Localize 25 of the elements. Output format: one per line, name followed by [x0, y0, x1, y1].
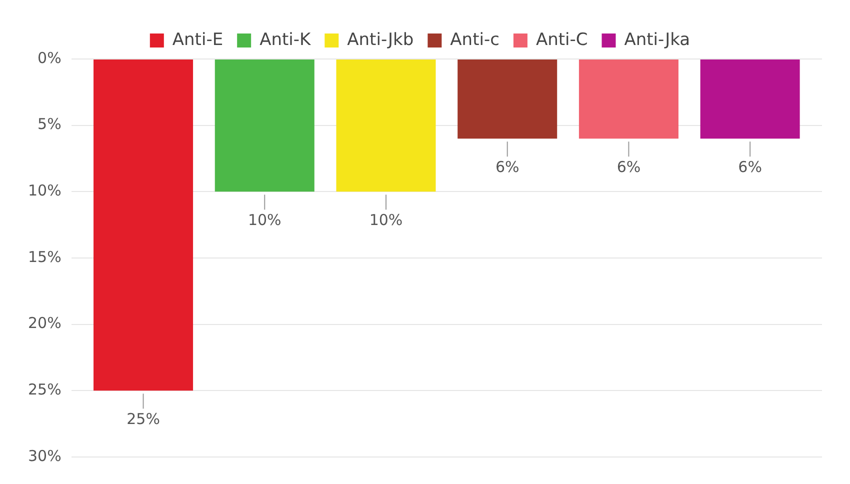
y-tick-label: 30%	[28, 446, 62, 465]
bar	[94, 60, 194, 391]
legend-label: Anti-c	[450, 30, 500, 50]
legend-label: Anti-E	[172, 30, 224, 50]
legend-label: Anti-C	[536, 30, 588, 50]
y-tick-label: 0%	[38, 48, 62, 67]
bar	[578, 60, 678, 139]
legend-label: Anti-Jkb	[347, 30, 414, 50]
y-tick-label: 20%	[28, 314, 62, 332]
data-label: 6%	[495, 158, 520, 176]
legend-label: Anti-K	[260, 30, 312, 50]
bar	[214, 60, 314, 192]
data-label: 6%	[738, 158, 762, 176]
data-label: 10%	[369, 211, 403, 230]
y-tick-label: 10%	[28, 182, 62, 200]
data-label: 10%	[248, 211, 282, 230]
bar	[458, 60, 558, 139]
data-label: 25%	[126, 410, 160, 428]
data-label: 6%	[616, 158, 641, 176]
legend-label: Anti-Jka	[624, 30, 690, 50]
y-tick-label: 5%	[38, 115, 62, 134]
bar	[336, 60, 436, 192]
bar	[700, 60, 800, 139]
y-tick-label: 25%	[28, 380, 62, 399]
y-tick-label: 15%	[28, 248, 62, 266]
